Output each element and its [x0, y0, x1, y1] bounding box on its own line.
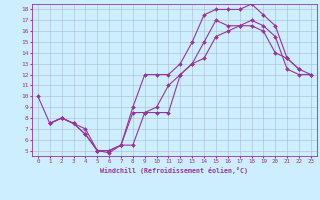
X-axis label: Windchill (Refroidissement éolien,°C): Windchill (Refroidissement éolien,°C)	[100, 167, 248, 174]
